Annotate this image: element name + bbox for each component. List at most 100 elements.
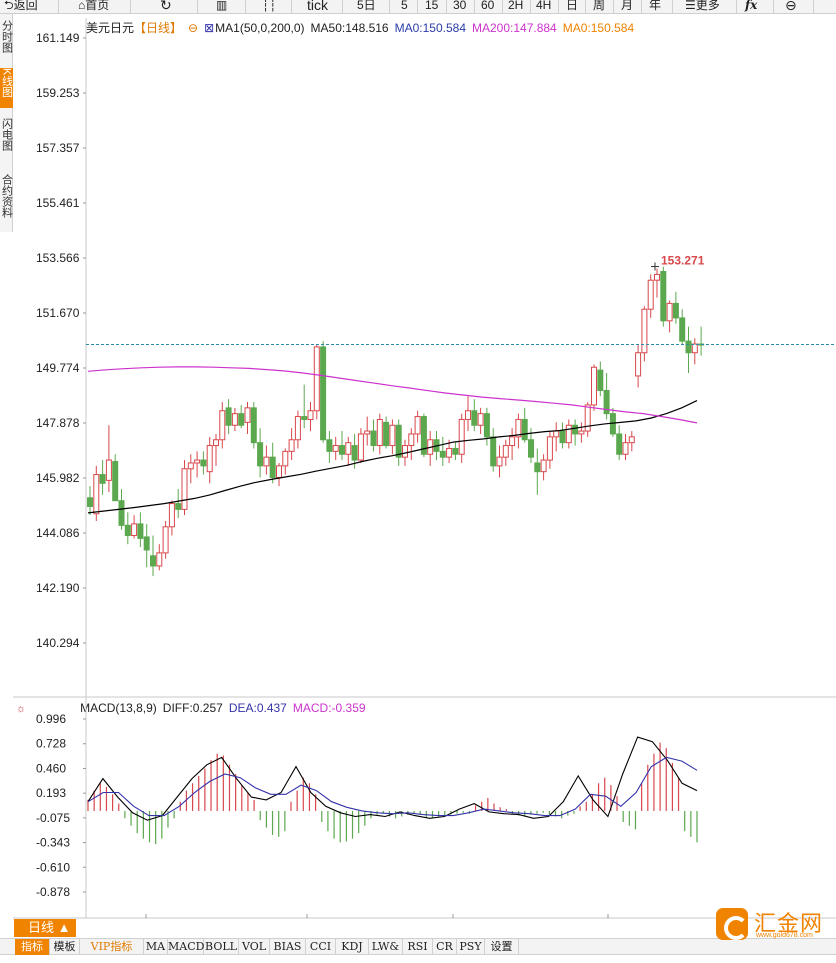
settings-circle-icon[interactable]: ⊖ [188, 21, 199, 35]
week-button[interactable]: 周 [593, 0, 606, 12]
indicator-tab[interactable]: VOL [239, 939, 270, 955]
indicator-tab[interactable]: BOLL [204, 939, 239, 955]
indicator-tab[interactable]: KDJ [336, 939, 369, 955]
indicator-tab[interactable]: RSI [403, 939, 433, 955]
candle [200, 459, 207, 467]
candle [99, 474, 106, 484]
macd-y-tick-label: 0.193 [36, 786, 66, 800]
year-button[interactable]: 年 [649, 0, 662, 12]
candle [502, 445, 509, 458]
30min-button[interactable]: 30 [453, 0, 467, 12]
bar-chart-button[interactable]: ▥ [216, 0, 227, 13]
y-tick-label: 151.670 [36, 306, 80, 320]
60min-button[interactable]: 60 [481, 0, 495, 12]
candle [269, 456, 276, 478]
y-tick-label: 155.461 [36, 196, 80, 210]
indicator-tab[interactable]: MA [144, 939, 168, 955]
candle [578, 430, 585, 435]
tab-contract-info[interactable]: 合约资料 [0, 174, 13, 218]
candle [137, 523, 144, 539]
indicator-tab[interactable]: 指标 [15, 939, 50, 955]
macd-y-tick-label: 0.728 [36, 737, 66, 751]
fx-button[interactable]: fx [745, 0, 757, 13]
watermark-url: www.gold678.com [756, 932, 813, 939]
candle [666, 302, 673, 322]
candle [263, 456, 270, 467]
chart-canvas[interactable]: 161.149 159.253 157.357 155.461 153.566 151.6… [0, 14, 836, 919]
tab-kline[interactable]: K线图 [0, 68, 13, 108]
day-button[interactable]: 日 [566, 0, 579, 12]
macd-dea: DEA:0.437 [228, 701, 287, 715]
indicator-tab[interactable]: VIP指标 [80, 939, 144, 955]
candle [288, 439, 295, 452]
tab-time-sharing[interactable]: 分时图 [0, 20, 13, 53]
back-button[interactable]: ⮌返回 [4, 0, 38, 12]
candlestick-button[interactable]: ┆┆ [262, 0, 276, 13]
month-button[interactable]: 月 [621, 0, 634, 12]
legend-ma0-b: MA0:150.584 [562, 21, 635, 35]
candle [87, 497, 93, 507]
candle [282, 450, 289, 467]
candle [597, 369, 604, 391]
home-button[interactable]: ⌂首页 [78, 0, 110, 12]
legend-ma50: MA50:148.516 [310, 21, 389, 35]
bar-chart-icon: ▥ [216, 0, 228, 12]
candle [465, 410, 471, 420]
candle [420, 416, 427, 455]
candle [244, 407, 251, 423]
candle [509, 436, 516, 447]
candle [515, 418, 522, 438]
sun-icon[interactable]: ☼ [16, 703, 27, 715]
candle [616, 433, 623, 455]
candle [641, 308, 648, 354]
candle [231, 413, 238, 426]
candle [225, 407, 232, 426]
indicator-tab[interactable]: CCI [306, 939, 336, 955]
candle [345, 442, 352, 455]
candle [490, 436, 497, 467]
candle [376, 418, 383, 447]
indicator-box-icon[interactable]: ⊠ [204, 21, 215, 35]
candlestick-icon: ┆┆ [262, 0, 277, 12]
indicator-tab[interactable]: CR [433, 939, 457, 955]
15min-button[interactable]: 15 [425, 0, 439, 12]
macd-title: MACD(13,8,9) [80, 701, 157, 715]
candle [628, 436, 635, 444]
candle [528, 439, 534, 458]
4h-button[interactable]: 4H [536, 0, 552, 12]
ma200-line [87, 366, 698, 424]
y-tick-label: 145.982 [36, 471, 80, 485]
candle [584, 404, 591, 432]
indicator-tab[interactable]: BIAS [270, 939, 306, 955]
y-tick-label: 149.774 [36, 361, 80, 375]
candle [357, 433, 364, 461]
tab-lightning[interactable]: 闪电图 [0, 118, 13, 151]
indicator-tab[interactable]: 模板 [50, 939, 80, 955]
more-button[interactable]: ☰更多 [685, 0, 720, 12]
zoom-out-icon: ⊖ [785, 0, 797, 13]
candle [112, 461, 119, 502]
5day-button[interactable]: 5日 [357, 0, 376, 12]
candle [238, 413, 245, 426]
macd-y-tick-label: -0.343 [36, 836, 70, 850]
y-tick-label: 144.086 [36, 526, 80, 540]
indicator-tab[interactable]: 设置 [485, 939, 519, 955]
2h-button[interactable]: 2H [508, 0, 524, 12]
fx-icon: fx [745, 0, 758, 12]
5min-button[interactable]: 5 [401, 0, 408, 12]
tick-button[interactable]: tick [307, 0, 328, 13]
candle [691, 343, 698, 354]
candle [540, 459, 547, 473]
zoom-out-button[interactable]: ⊖ [785, 0, 797, 13]
indicator-tab[interactable]: PSY [457, 939, 485, 955]
candle [383, 421, 390, 447]
legend-ma0-a: MA0:150.584 [394, 21, 466, 35]
candle [452, 447, 459, 455]
macd-value: MACD:-0.359 [292, 701, 366, 715]
candle [105, 459, 112, 481]
indicator-tab[interactable]: LW& [369, 939, 403, 955]
refresh-button[interactable]: ↻ [160, 0, 172, 13]
period-select-button[interactable]: 日线 ▲ [14, 919, 76, 937]
indicator-tab[interactable]: MACD [168, 939, 205, 955]
candle [276, 465, 282, 478]
